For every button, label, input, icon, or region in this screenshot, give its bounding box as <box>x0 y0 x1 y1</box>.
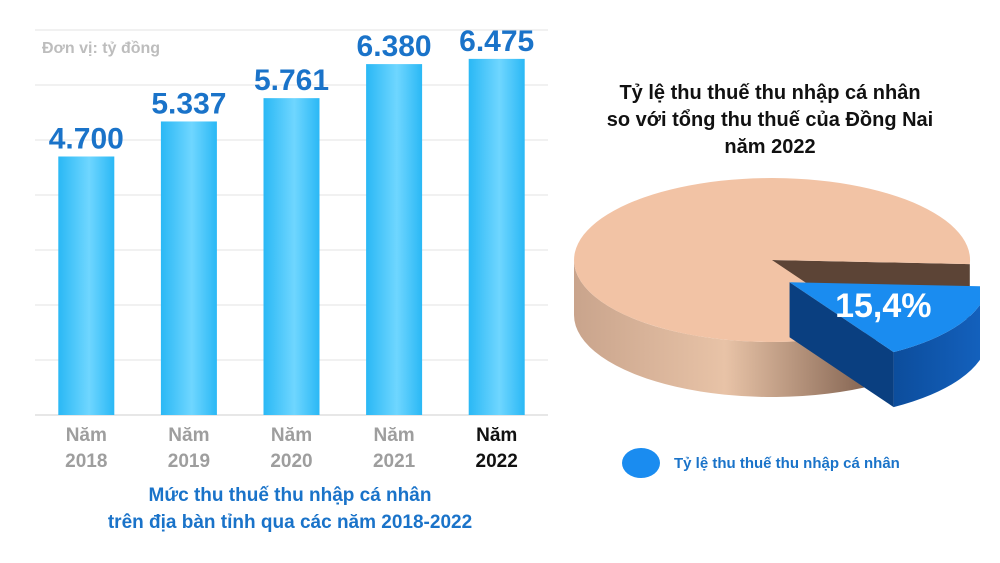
bar-2 <box>263 98 320 416</box>
x-tick-label-1-1: 2019 <box>168 451 210 472</box>
bar-4 <box>468 58 525 415</box>
pie-title-line-3: năm 2022 <box>724 136 816 158</box>
pie-title-line-2: so với tổng thu thuế của Đồng Nai <box>606 109 934 131</box>
pie-slice-small-side <box>893 304 980 408</box>
bar-chart-title-line-2: trên địa bàn tỉnh qua các năm 2018-2022 <box>107 512 473 533</box>
x-tick-label-0-0: Năm <box>66 425 107 446</box>
pie-slice-large <box>574 178 971 343</box>
x-tick-label-4-0: Năm <box>476 425 517 446</box>
bar-value-label-4: 6.475 <box>459 25 534 58</box>
x-tick-label-2-1: 2020 <box>270 451 312 472</box>
bar-0 <box>58 156 115 415</box>
bar-chart-title: Mức thu thuế thu nhập cá nhân trên địa b… <box>20 482 560 536</box>
pie-slice-small-cut <box>789 282 894 408</box>
bar-value-label-0: 4.700 <box>49 123 124 156</box>
x-tick-label-2-0: Năm <box>271 425 312 446</box>
bar-1 <box>160 121 217 415</box>
pie-chart-title: Tỷ lệ thu thuế thu nhập cá nhân so với t… <box>560 80 980 161</box>
x-tick-label-3-0: Năm <box>374 425 415 446</box>
bar-3 <box>366 64 423 415</box>
unit-label: Đơn vị: tỷ đồng <box>42 40 161 57</box>
bar-chart: 4.700 Năm 2018 5.337 Năm 2019 5.761 Năm 2020 6.38… <box>35 25 548 472</box>
x-tick-label-1-0: Năm <box>168 425 209 446</box>
x-tick-label-3-1: 2021 <box>373 451 416 472</box>
legend-swatch-icon <box>622 448 660 478</box>
legend-label: Tỷ lệ thu thuế thu nhập cá nhân <box>674 454 900 472</box>
bar-value-label-3: 6.380 <box>357 30 432 63</box>
pie-slice-small <box>789 282 980 353</box>
pie-slice-large-side <box>574 260 876 398</box>
pie-chart: 15,4% <box>574 178 980 408</box>
bar-value-label-2: 5.761 <box>254 64 329 97</box>
pie-legend: Tỷ lệ thu thuế thu nhập cá nhân <box>622 448 900 478</box>
pie-slice-small-label: 15,4% <box>835 287 931 325</box>
bar-chart-title-line-1: Mức thu thuế thu nhập cá nhân <box>148 485 432 506</box>
pie-title-line-1: Tỷ lệ thu thuế thu nhập cá nhân <box>619 82 921 104</box>
x-tick-label-0-1: 2018 <box>65 451 107 472</box>
x-tick-label-4-1: 2022 <box>476 451 518 472</box>
bar-value-label-1: 5.337 <box>151 87 226 120</box>
